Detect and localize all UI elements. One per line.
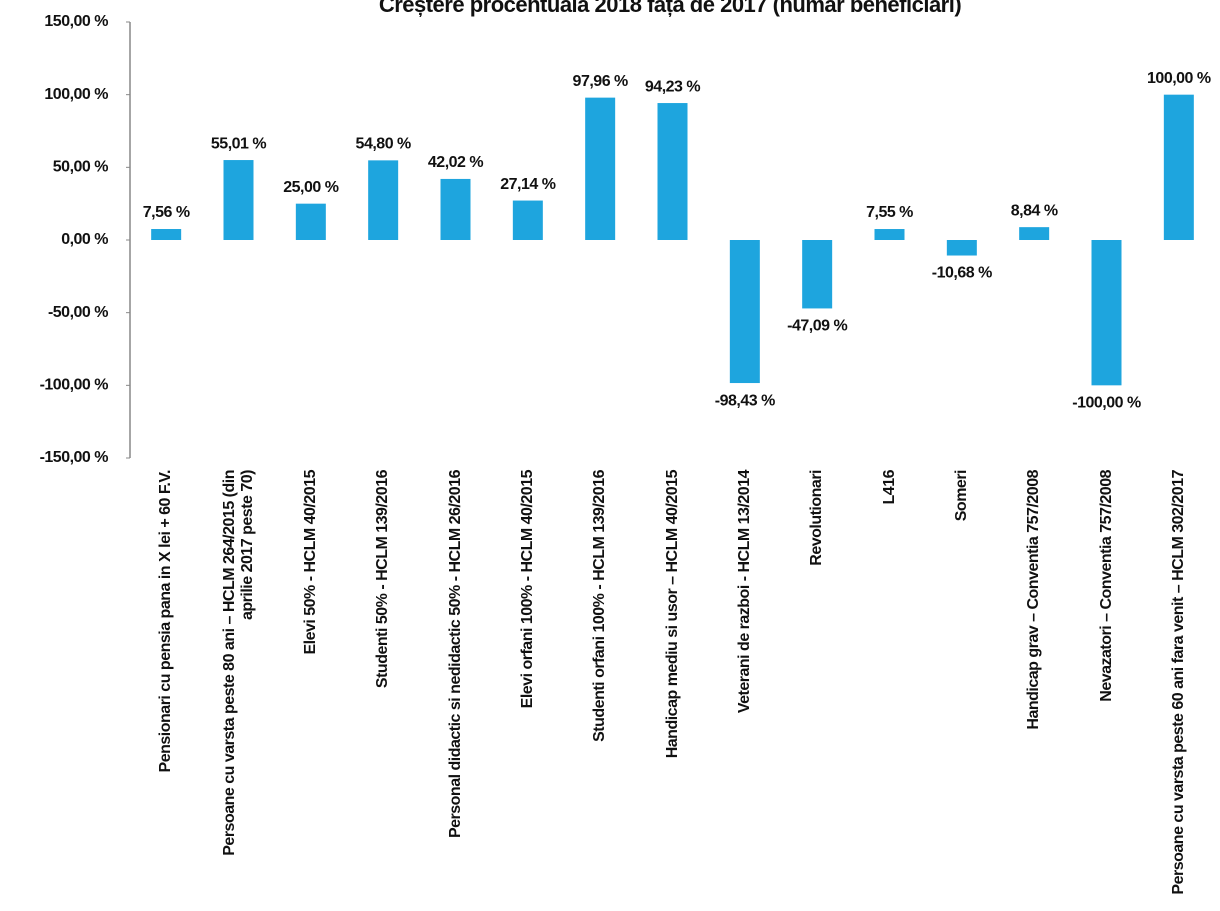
y-tick-label: 150,00 %	[44, 13, 108, 30]
data-label: 8,84 %	[1011, 202, 1058, 219]
bar	[1019, 227, 1050, 240]
bar	[223, 160, 254, 240]
data-label: 97,96 %	[573, 73, 628, 90]
x-tick-label: Personal didactic si nedidactic 50% - HC…	[446, 470, 464, 839]
data-label: -10,68 %	[932, 265, 992, 282]
bar	[151, 229, 182, 240]
data-label: 27,14 %	[500, 176, 555, 193]
y-tick-label: -150,00 %	[40, 449, 109, 466]
y-tick-label: 100,00 %	[44, 86, 108, 103]
x-tick-label: Veterani de razboi - HCLM 13/2014	[735, 470, 753, 714]
data-label: 55,01 %	[211, 135, 266, 152]
chart-title: Creștere procentuală 2018 față de 2017 (…	[379, 0, 962, 17]
bar	[295, 203, 326, 240]
data-label: 7,56 %	[143, 204, 190, 221]
bar	[440, 178, 471, 240]
data-label: -98,43 %	[715, 392, 775, 409]
data-label: 7,55 %	[866, 204, 913, 221]
x-tick-label: Nevazatori – Conventia 757/2008	[1097, 470, 1115, 702]
bar	[657, 103, 688, 240]
x-tick-label: Pensionari cu pensia pana in X lei + 60 …	[157, 470, 175, 773]
data-label: 94,23 %	[645, 78, 700, 95]
bar	[1091, 240, 1122, 386]
data-label: 100,00 %	[1147, 70, 1211, 87]
x-tick-label: Handicap grav – Conventia 757/2008	[1025, 470, 1043, 730]
data-label: -47,09 %	[787, 318, 847, 335]
data-label: 25,00 %	[283, 179, 338, 196]
bar	[368, 160, 399, 240]
x-tick-label: Persoane cu varsta peste 80 ani – HCLM 2…	[220, 470, 256, 856]
data-label: 42,02 %	[428, 154, 483, 171]
bar	[1163, 94, 1194, 241]
bar	[729, 240, 760, 384]
y-tick-label: -100,00 %	[40, 377, 109, 394]
x-tick-label: Elevi orfani 100% - HCLM 40/2015	[518, 470, 536, 709]
x-tick-label: L416	[880, 470, 898, 505]
bar	[512, 200, 543, 240]
x-tick-label: Handicap mediu si usor – HCLM 40/2015	[663, 470, 681, 759]
x-tick-label: Someri	[952, 470, 970, 522]
y-tick-label: 50,00 %	[53, 159, 108, 176]
bar	[585, 97, 616, 240]
data-label: 54,80 %	[356, 136, 411, 153]
bar	[802, 240, 833, 309]
y-tick-label: 0,00 %	[61, 231, 108, 248]
x-tick-label: Persoane cu varsta peste 60 ani fara ven…	[1169, 470, 1187, 895]
y-tick-label: -50,00 %	[48, 304, 108, 321]
x-tick-label: Elevi 50% - HCLM 40/2015	[301, 470, 319, 655]
bar	[946, 240, 977, 256]
x-tick-label: Studenti 50% - HCLM 139/2016	[374, 470, 392, 689]
bar	[874, 229, 905, 240]
x-tick-label: Revolutionari	[808, 470, 826, 566]
data-label: -100,00 %	[1072, 395, 1141, 412]
x-tick-label: Studenti orfani 100% - HCLM 139/2016	[591, 470, 609, 742]
